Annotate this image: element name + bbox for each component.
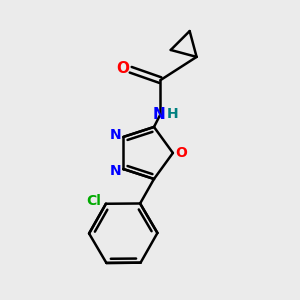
Text: Cl: Cl [86,194,101,208]
Text: O: O [116,61,129,76]
Text: N: N [109,164,121,178]
Text: H: H [167,107,179,121]
Text: O: O [175,146,187,160]
Text: N: N [109,128,121,142]
Text: N: N [152,107,165,122]
